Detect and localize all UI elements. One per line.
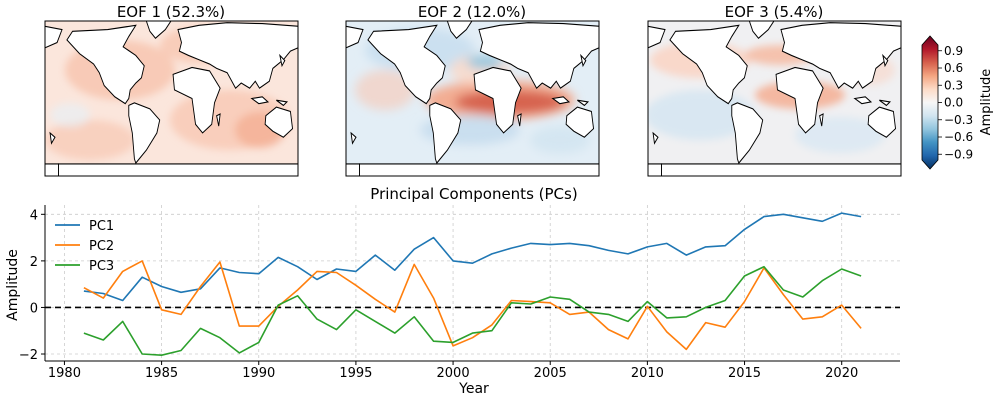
legend-label-pc2: PC2	[89, 239, 114, 254]
eof1-panel: EOF 1 (52.3%)	[44, 3, 299, 177]
eof3-panel: EOF 3 (5.4%)	[647, 3, 902, 177]
colorbar-bar	[921, 35, 939, 170]
pc-chart: Principal Components (PCs) 1980 1985 1990 1…	[5, 185, 900, 397]
legend-label-pc3: PC3	[89, 259, 114, 274]
colorbar-tick-label: 0.3	[944, 78, 963, 92]
x-tick-label: 1980	[48, 366, 81, 381]
chart-series	[45, 212, 900, 357]
series-line-pc1	[83, 212, 862, 302]
x-tick-label: 2015	[728, 366, 761, 381]
chart-axes: 1980 1985 1990 1995 2000 2005 2010 2015 2020 −2 0 2…	[19, 205, 900, 381]
x-tick-label: 1985	[145, 366, 178, 381]
colorbar-tick-label: 0.6	[944, 61, 963, 75]
colorbar-label: Amplitude	[979, 69, 994, 136]
chart-title: Principal Components (PCs)	[370, 185, 577, 203]
y-tick-label: 4	[30, 208, 38, 223]
series-line-pc2	[83, 260, 862, 351]
x-tick-label: 1990	[242, 366, 275, 381]
x-tick-label: 2005	[534, 366, 567, 381]
x-tick-label: 2010	[631, 366, 664, 381]
x-axis-label: Year	[458, 381, 489, 397]
eof2-panel: EOF 2 (12.0%)	[345, 3, 600, 177]
colorbar-tick-label: −0.6	[944, 130, 973, 144]
y-axis-label: Amplitude	[5, 249, 21, 321]
eof2-title: EOF 2 (12.0%)	[418, 3, 526, 21]
colorbar-tick-label: 0.0	[944, 96, 963, 110]
chart-legend: PC1 PC2 PC3	[55, 219, 114, 274]
x-tick-label: 1995	[339, 366, 372, 381]
y-tick-label: 0	[30, 301, 38, 316]
eof1-title: EOF 1 (52.3%)	[117, 3, 225, 21]
colorbar-tick-label: 0.9	[944, 44, 963, 58]
chart-grid	[45, 205, 900, 361]
y-tick-label: 2	[30, 255, 38, 270]
eof3-title: EOF 3 (5.4%)	[725, 3, 824, 21]
colorbar: 0.9 0.6 0.3 0.0 −0.3 −0.6 −0.9 Amplitude	[921, 35, 994, 170]
x-tick-label: 2020	[825, 366, 858, 381]
colorbar-tick-label: −0.9	[944, 147, 973, 161]
colorbar-ticks: 0.9 0.6 0.3 0.0 −0.3 −0.6 −0.9	[938, 44, 973, 161]
series-line-pc3	[83, 265, 862, 357]
x-tick-label: 2000	[437, 366, 470, 381]
y-tick-label: −2	[19, 348, 38, 363]
legend-label-pc1: PC1	[89, 219, 114, 234]
colorbar-tick-label: −0.3	[944, 113, 973, 127]
